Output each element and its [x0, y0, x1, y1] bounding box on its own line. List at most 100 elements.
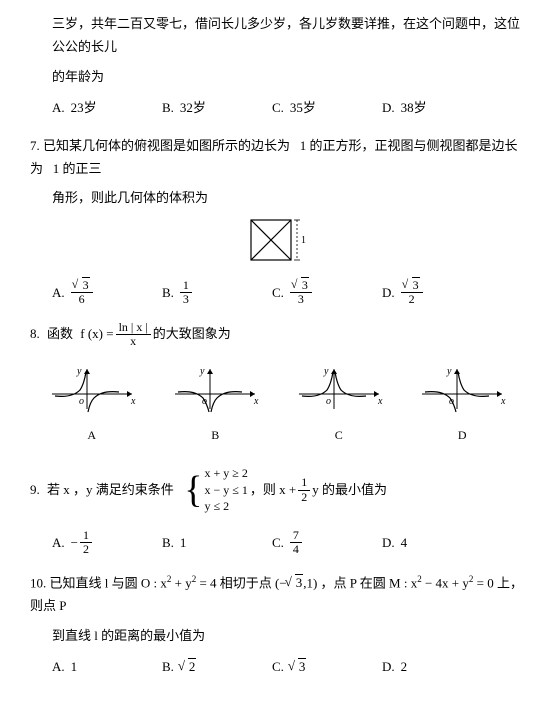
q6-d-val: 38岁 [401, 96, 427, 119]
q9-a-den: 2 [80, 543, 92, 556]
q8-graph-a: xyo A [47, 364, 137, 447]
svg-text:y: y [446, 366, 452, 377]
q9-line1: 9. 若 x ，y 满足约束条件 { x + y ≥ 2 x − y ≤ 1 y… [30, 465, 387, 515]
label-d: D. [382, 96, 395, 119]
label-c: C. [272, 655, 284, 678]
svg-text:y: y [323, 366, 329, 377]
q7-num: 7. [30, 138, 40, 153]
q9-frac: 12 [298, 476, 310, 503]
q7-line1: 7. 已知某几何体的俯视图是如图所示的边长为 1 的正方形，正视图与侧视图都是边… [30, 134, 524, 181]
q8-label-c: C [294, 425, 384, 447]
q6-line2: 的年龄为 [30, 65, 524, 88]
q9-c3: y ≤ 2 [205, 498, 248, 515]
q6-choice-d: D. 38岁 [382, 96, 492, 119]
q7-b-frac: 13 [180, 279, 192, 306]
brace-icon: { [184, 473, 202, 507]
q10-b-val: 2 [188, 658, 197, 674]
label-d: D. [382, 655, 395, 678]
label-a: A. [52, 655, 65, 678]
q9-choice-b: B.1 [162, 529, 272, 556]
q7-choice-c: C. 33 [272, 279, 382, 306]
q6-choice-b: B.32岁 [162, 96, 272, 119]
svg-text:x: x [253, 396, 259, 407]
label-d: D. [382, 531, 395, 554]
q10-t1e: − 4x + y [422, 575, 469, 590]
q7-t1c: 的正三 [63, 161, 102, 176]
q8-frac-den: x [127, 335, 139, 348]
q9-t3: y 的最小值为 [312, 478, 387, 501]
q10-choice-c: C. 3 [272, 655, 382, 678]
label-a: A. [52, 531, 65, 554]
q10-t1d: ,1) ，点 P 在圆 M : x [303, 575, 417, 590]
q10-t1: 已知直线 l 与圆 O : x [50, 575, 167, 590]
q6-choice-a: A.23岁 [52, 96, 162, 119]
q7-choice-d: D.32 [382, 279, 492, 306]
q6-a-val: 23岁 [71, 96, 97, 119]
q7-a-num: 3 [82, 277, 90, 292]
q7-diagram: 1 [30, 218, 524, 271]
q6-choices: A.23岁 B.32岁 C.35岁 D. 38岁 [52, 96, 524, 119]
q8-label-b: B [170, 425, 260, 447]
svg-text:x: x [130, 396, 136, 407]
q10-t1b: + y [171, 575, 191, 590]
q7-c-den: 3 [295, 293, 307, 306]
q10-line2: 到直线 l 的距离的最小值为 [30, 624, 524, 647]
q6-line1: 三岁，共年二百又零七，借问长儿多少岁，各儿岁数要详推，在这个问题中，这位公公的长… [30, 12, 524, 59]
q6-c-val: 35岁 [290, 96, 316, 119]
label-b: B. [162, 281, 174, 304]
q9-t1: 若 x ，y 满足约束条件 [47, 478, 174, 501]
q9-fd: 2 [298, 491, 310, 504]
q9-brace: { x + y ≥ 2 x − y ≤ 1 y ≤ 2 [184, 465, 248, 515]
svg-text:o: o [79, 396, 84, 407]
label-c: C. [272, 281, 284, 304]
q9-num: 9. [30, 478, 40, 501]
label-b: B. [162, 655, 174, 678]
q9-t2: ，则 x + [250, 478, 296, 501]
q7-t1: 已知某几何体的俯视图是如图所示的边长为 [43, 138, 290, 153]
q8-frac: ln | x |x [116, 321, 151, 348]
q8-label-d: D [417, 425, 507, 447]
q7-c-num: 3 [301, 277, 309, 292]
q7-d-frac: 32 [401, 279, 423, 306]
q6-choice-c: C.35岁 [272, 96, 382, 119]
q9-c1: x + y ≥ 2 [205, 465, 248, 482]
q9-c-den: 4 [290, 543, 302, 556]
q8-num: 8. [30, 322, 40, 345]
q10-c-val: 3 [298, 658, 307, 674]
square-diagonals-icon: 1 [247, 218, 307, 264]
graph-b-icon: xyo [170, 364, 260, 414]
q10-choice-b: B. 2 [162, 655, 272, 678]
q9-choices: A.−12 B.1 C.74 D.4 [52, 529, 524, 556]
q7-a-den: 6 [76, 293, 88, 306]
q8-t2: 的大致图象为 [153, 322, 231, 345]
q6-b-val: 32岁 [180, 96, 206, 119]
q7-a-frac: 36 [71, 279, 93, 306]
q9-choice-d: D. 4 [382, 529, 492, 556]
q10-line1: 10. 已知直线 l 与圆 O : x2 + y2 = 4 相切于点 (−3,1… [30, 571, 524, 618]
svg-text:o: o [326, 396, 331, 407]
label-a: A. [52, 281, 65, 304]
q7-d-den: 2 [406, 293, 418, 306]
graph-d-icon: xyo [417, 364, 507, 414]
q10-choice-a: A.1 [52, 655, 162, 678]
q7-b-den: 3 [180, 293, 192, 306]
q7-b-num: 1 [180, 279, 192, 293]
graph-c-icon: x y o [294, 364, 384, 414]
q7-v2: 1 [53, 161, 60, 176]
q7-choice-a: A. 36 [52, 279, 162, 306]
q8-graph-c: x y o C [294, 364, 384, 447]
q7-c-frac: 33 [290, 279, 312, 306]
q10-t1c: = 4 相切于点 (− [196, 575, 287, 590]
label-b: B. [162, 531, 174, 554]
q9-d-val: 4 [401, 531, 408, 554]
svg-text:x: x [500, 396, 506, 407]
q10-d-val: 2 [401, 655, 408, 678]
q9-a-num: 1 [80, 529, 92, 543]
svg-text:x: x [377, 396, 383, 407]
q9-choice-a: A.−12 [52, 529, 162, 556]
graph-a-icon: xyo [47, 364, 137, 414]
q10-num: 10. [30, 575, 46, 590]
q8-graphs: xyo A x y o B x y o C x y o [30, 364, 524, 447]
q9-c2: x − y ≤ 1 [205, 482, 248, 499]
q8-label-a: A [47, 425, 137, 447]
